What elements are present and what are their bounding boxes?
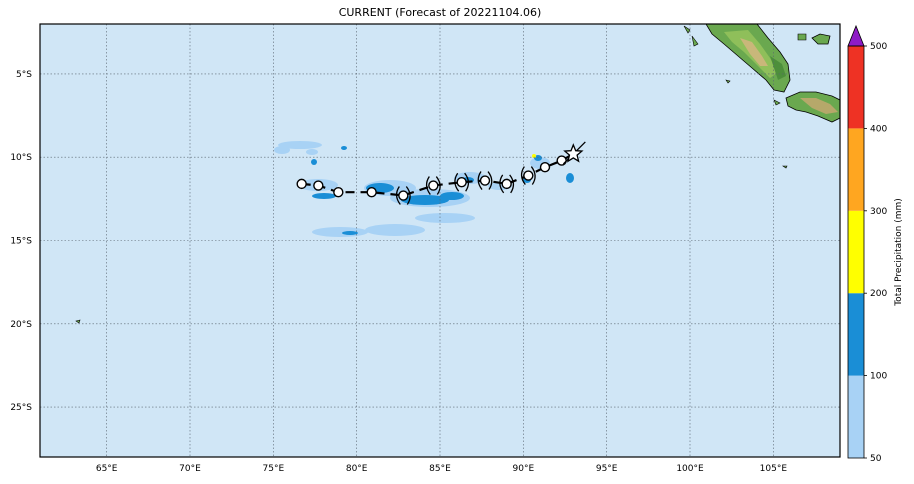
colorbar-segment — [848, 128, 864, 211]
longitude-ticks: 65°E 70°E 75°E 80°E 85°E 90°E 95°E 100°E 105°E — [96, 464, 787, 474]
track-point — [539, 162, 551, 173]
colorbar-frame — [847, 45, 865, 459]
lon-tick-label: 70°E — [179, 464, 201, 474]
map-title: CURRENT (Forecast of 20221104.06) — [338, 6, 542, 19]
track-point — [501, 178, 512, 190]
colorbar-tick-label: 100 — [870, 372, 887, 382]
storm-symbol-arc — [530, 166, 536, 185]
storm-symbol-arc — [509, 174, 515, 194]
colorbar-tick-label: 500 — [870, 42, 887, 52]
track-point — [523, 170, 534, 181]
colorbar-tick-label: 300 — [870, 207, 887, 217]
colorbar-extend-arrow — [847, 24, 865, 47]
java-landmass — [785, 91, 840, 123]
colorbar-segment — [848, 293, 864, 376]
track-point — [479, 175, 491, 186]
colorbar: 50 100 200 300 400 500 Total Precipitation (mm… — [847, 24, 904, 464]
storm-symbol-arc — [499, 174, 505, 194]
storm-symbol-arc — [395, 186, 401, 205]
track-point — [556, 155, 567, 166]
colorbar-label: Total Precipitation (mm) — [894, 198, 904, 307]
storm-symbol-arc — [464, 172, 470, 192]
lon-tick-label: 95°E — [596, 464, 618, 474]
storm-symbol-arc — [477, 171, 483, 190]
lat-tick-label: 20°S — [10, 320, 32, 330]
latitude-ticks: 5°S 10°S 15°S 20°S 25°S — [10, 70, 32, 413]
lat-tick-label: 25°S — [10, 403, 32, 413]
lon-tick-label: 85°E — [429, 464, 451, 474]
lon-tick-label: 100°E — [676, 464, 704, 474]
colorbar-tick-label: 50 — [870, 454, 882, 464]
colorbar-tick-label: 400 — [870, 124, 887, 134]
lon-tick-label: 80°E — [346, 464, 368, 474]
storm-track — [296, 141, 586, 205]
storm-symbol-arc — [435, 176, 441, 195]
current-position-star — [563, 143, 584, 163]
colorbar-segment — [848, 210, 864, 294]
track-point — [366, 187, 377, 198]
lat-tick-label: 15°S — [10, 237, 32, 247]
track-point — [428, 180, 439, 191]
lon-tick-label: 65°E — [96, 464, 118, 474]
track-point — [333, 187, 344, 198]
colorbar-tick-label: 200 — [870, 289, 887, 299]
lat-tick-label: 5°S — [16, 70, 32, 80]
lon-tick-label: 90°E — [513, 464, 535, 474]
storm-symbol-arc — [405, 186, 411, 205]
track-point — [398, 190, 409, 201]
track-point — [296, 178, 307, 190]
colorbar-segment — [848, 46, 864, 129]
track-point — [313, 180, 324, 191]
map-gridlines — [40, 24, 840, 457]
storm-symbol-arc — [425, 176, 431, 195]
track-point — [456, 177, 467, 188]
lon-tick-label: 105°E — [760, 464, 788, 474]
small-islands — [75, 25, 831, 324]
storm-symbol-arc — [454, 172, 460, 192]
storm-symbol-arc — [487, 171, 493, 190]
colorbar-segment — [848, 375, 864, 458]
storm-symbol-arc — [520, 166, 526, 185]
lon-tick-label: 75°E — [263, 464, 285, 474]
map-frame — [39, 23, 841, 458]
lat-tick-label: 10°S — [10, 153, 32, 163]
